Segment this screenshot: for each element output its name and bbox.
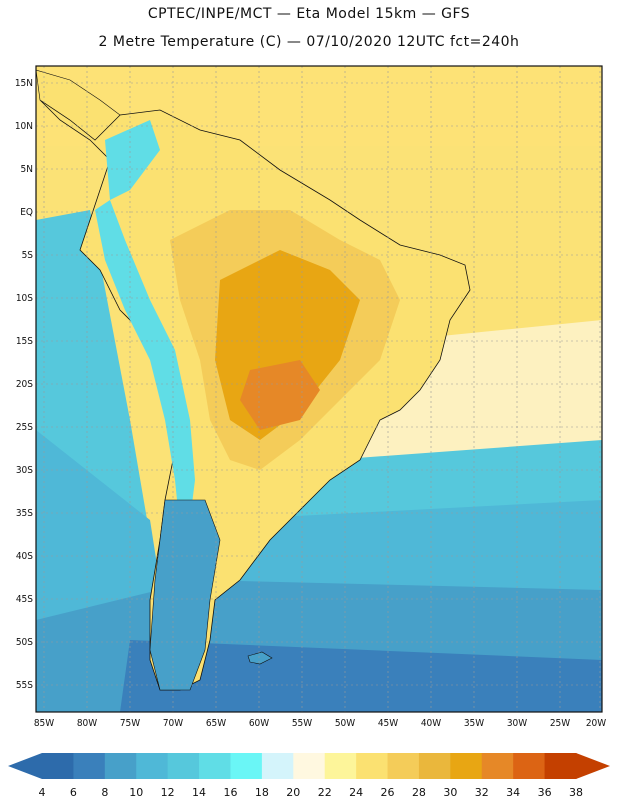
colorbar-swatch (261, 753, 294, 779)
graticule (36, 66, 602, 712)
longitude-labels: 85W 80W 75W 70W 65W 60W 55W 50W 45W 40W … (34, 718, 606, 729)
lat-label: 15N (15, 78, 33, 89)
lon-label: 45W (378, 718, 398, 729)
lon-label: 80W (77, 718, 97, 729)
map-subtitle: 2 Metre Temperature (C) — 07/10/2020 12U… (98, 34, 520, 50)
lat-label: 35S (16, 508, 33, 519)
lat-label: 5S (22, 250, 34, 261)
south-coldest (120, 640, 602, 712)
patagonia (149, 499, 221, 691)
colorbar-swatch (481, 753, 514, 779)
colorbar-label: 14 (192, 786, 206, 799)
colorbar-high-arrow (576, 753, 610, 779)
colorbar-swatch (544, 753, 577, 779)
colorbar-label: 4 (39, 786, 46, 799)
colorbar-label: 24 (349, 786, 363, 799)
colorbar-label: 6 (70, 786, 77, 799)
falkland-islands (247, 651, 273, 665)
map-field (36, 66, 602, 712)
lon-label: 65W (206, 718, 226, 729)
colorbar-low-arrow (8, 753, 42, 779)
colorbar-swatch (73, 753, 106, 779)
colorbar-label: 22 (318, 786, 332, 799)
lat-label: 40S (16, 551, 33, 562)
lat-label: 10S (16, 293, 33, 304)
map-frame (35, 65, 603, 713)
colorbar-swatch (230, 753, 263, 779)
lat-label: 25S (16, 422, 33, 433)
colorbar-swatch (513, 753, 546, 779)
colorbar-label: 36 (538, 786, 552, 799)
lat-label: 20S (16, 379, 33, 390)
colorbar-label: 38 (569, 786, 583, 799)
colorbar-label: 8 (101, 786, 108, 799)
lon-label: 20W (586, 718, 606, 729)
colorbar-swatch (199, 753, 231, 779)
lat-label: 5N (21, 164, 33, 175)
lon-label: 50W (335, 718, 355, 729)
central-america (36, 69, 121, 141)
lon-label: 35W (464, 718, 484, 729)
lon-label: 40W (421, 718, 441, 729)
colorbar-swatch (293, 753, 326, 779)
lon-label: 55W (292, 718, 312, 729)
colorbar-label: 28 (412, 786, 426, 799)
colorbar-swatch (418, 753, 451, 779)
colorbar-swatch (324, 753, 357, 779)
lat-label: 15S (16, 336, 33, 347)
lat-label: 50S (16, 637, 33, 648)
lat-label: EQ (20, 207, 33, 218)
colorbar-label: 32 (475, 786, 489, 799)
lat-label: 10N (15, 121, 33, 132)
colorbar-label: 16 (223, 786, 237, 799)
colorbar-swatch (387, 753, 420, 779)
lon-label: 60W (249, 718, 269, 729)
interior-hottest (240, 360, 320, 430)
latitude-labels: 15N 10N 5N EQ 5S 10S 15S 20S 25S 30S 35S… (15, 78, 33, 691)
colorbar-label: 12 (161, 786, 175, 799)
lat-label: 55S (16, 680, 33, 691)
andes-cool-band (95, 200, 195, 530)
north-andes (105, 120, 160, 200)
colorbar: 4 6 8 10 12 14 16 18 20 22 24 26 28 30 32 34 36 38 (8, 753, 610, 799)
colorbar-swatch (356, 753, 389, 779)
colorbar-label: 18 (255, 786, 269, 799)
map-title: CPTEC/INPE/MCT — Eta Model 15km — GFS (147, 6, 471, 22)
lon-label: 70W (163, 718, 183, 729)
colorbar-label: 30 (443, 786, 457, 799)
colorbar-swatch (42, 753, 74, 779)
colorbar-label: 26 (381, 786, 395, 799)
colorbar-label: 10 (129, 786, 143, 799)
lon-label: 30W (507, 718, 527, 729)
lon-label: 25W (550, 718, 570, 729)
colorbar-swatch (136, 753, 169, 779)
colorbar-swatch (167, 753, 200, 779)
lon-label: 75W (120, 718, 140, 729)
colorbar-label: 20 (286, 786, 300, 799)
lon-label: 85W (34, 718, 54, 729)
lat-label: 45S (16, 594, 33, 605)
lat-label: 30S (16, 465, 33, 476)
colorbar-swatch (450, 753, 483, 779)
colorbar-label: 34 (506, 786, 520, 799)
colorbar-swatch (104, 753, 137, 779)
